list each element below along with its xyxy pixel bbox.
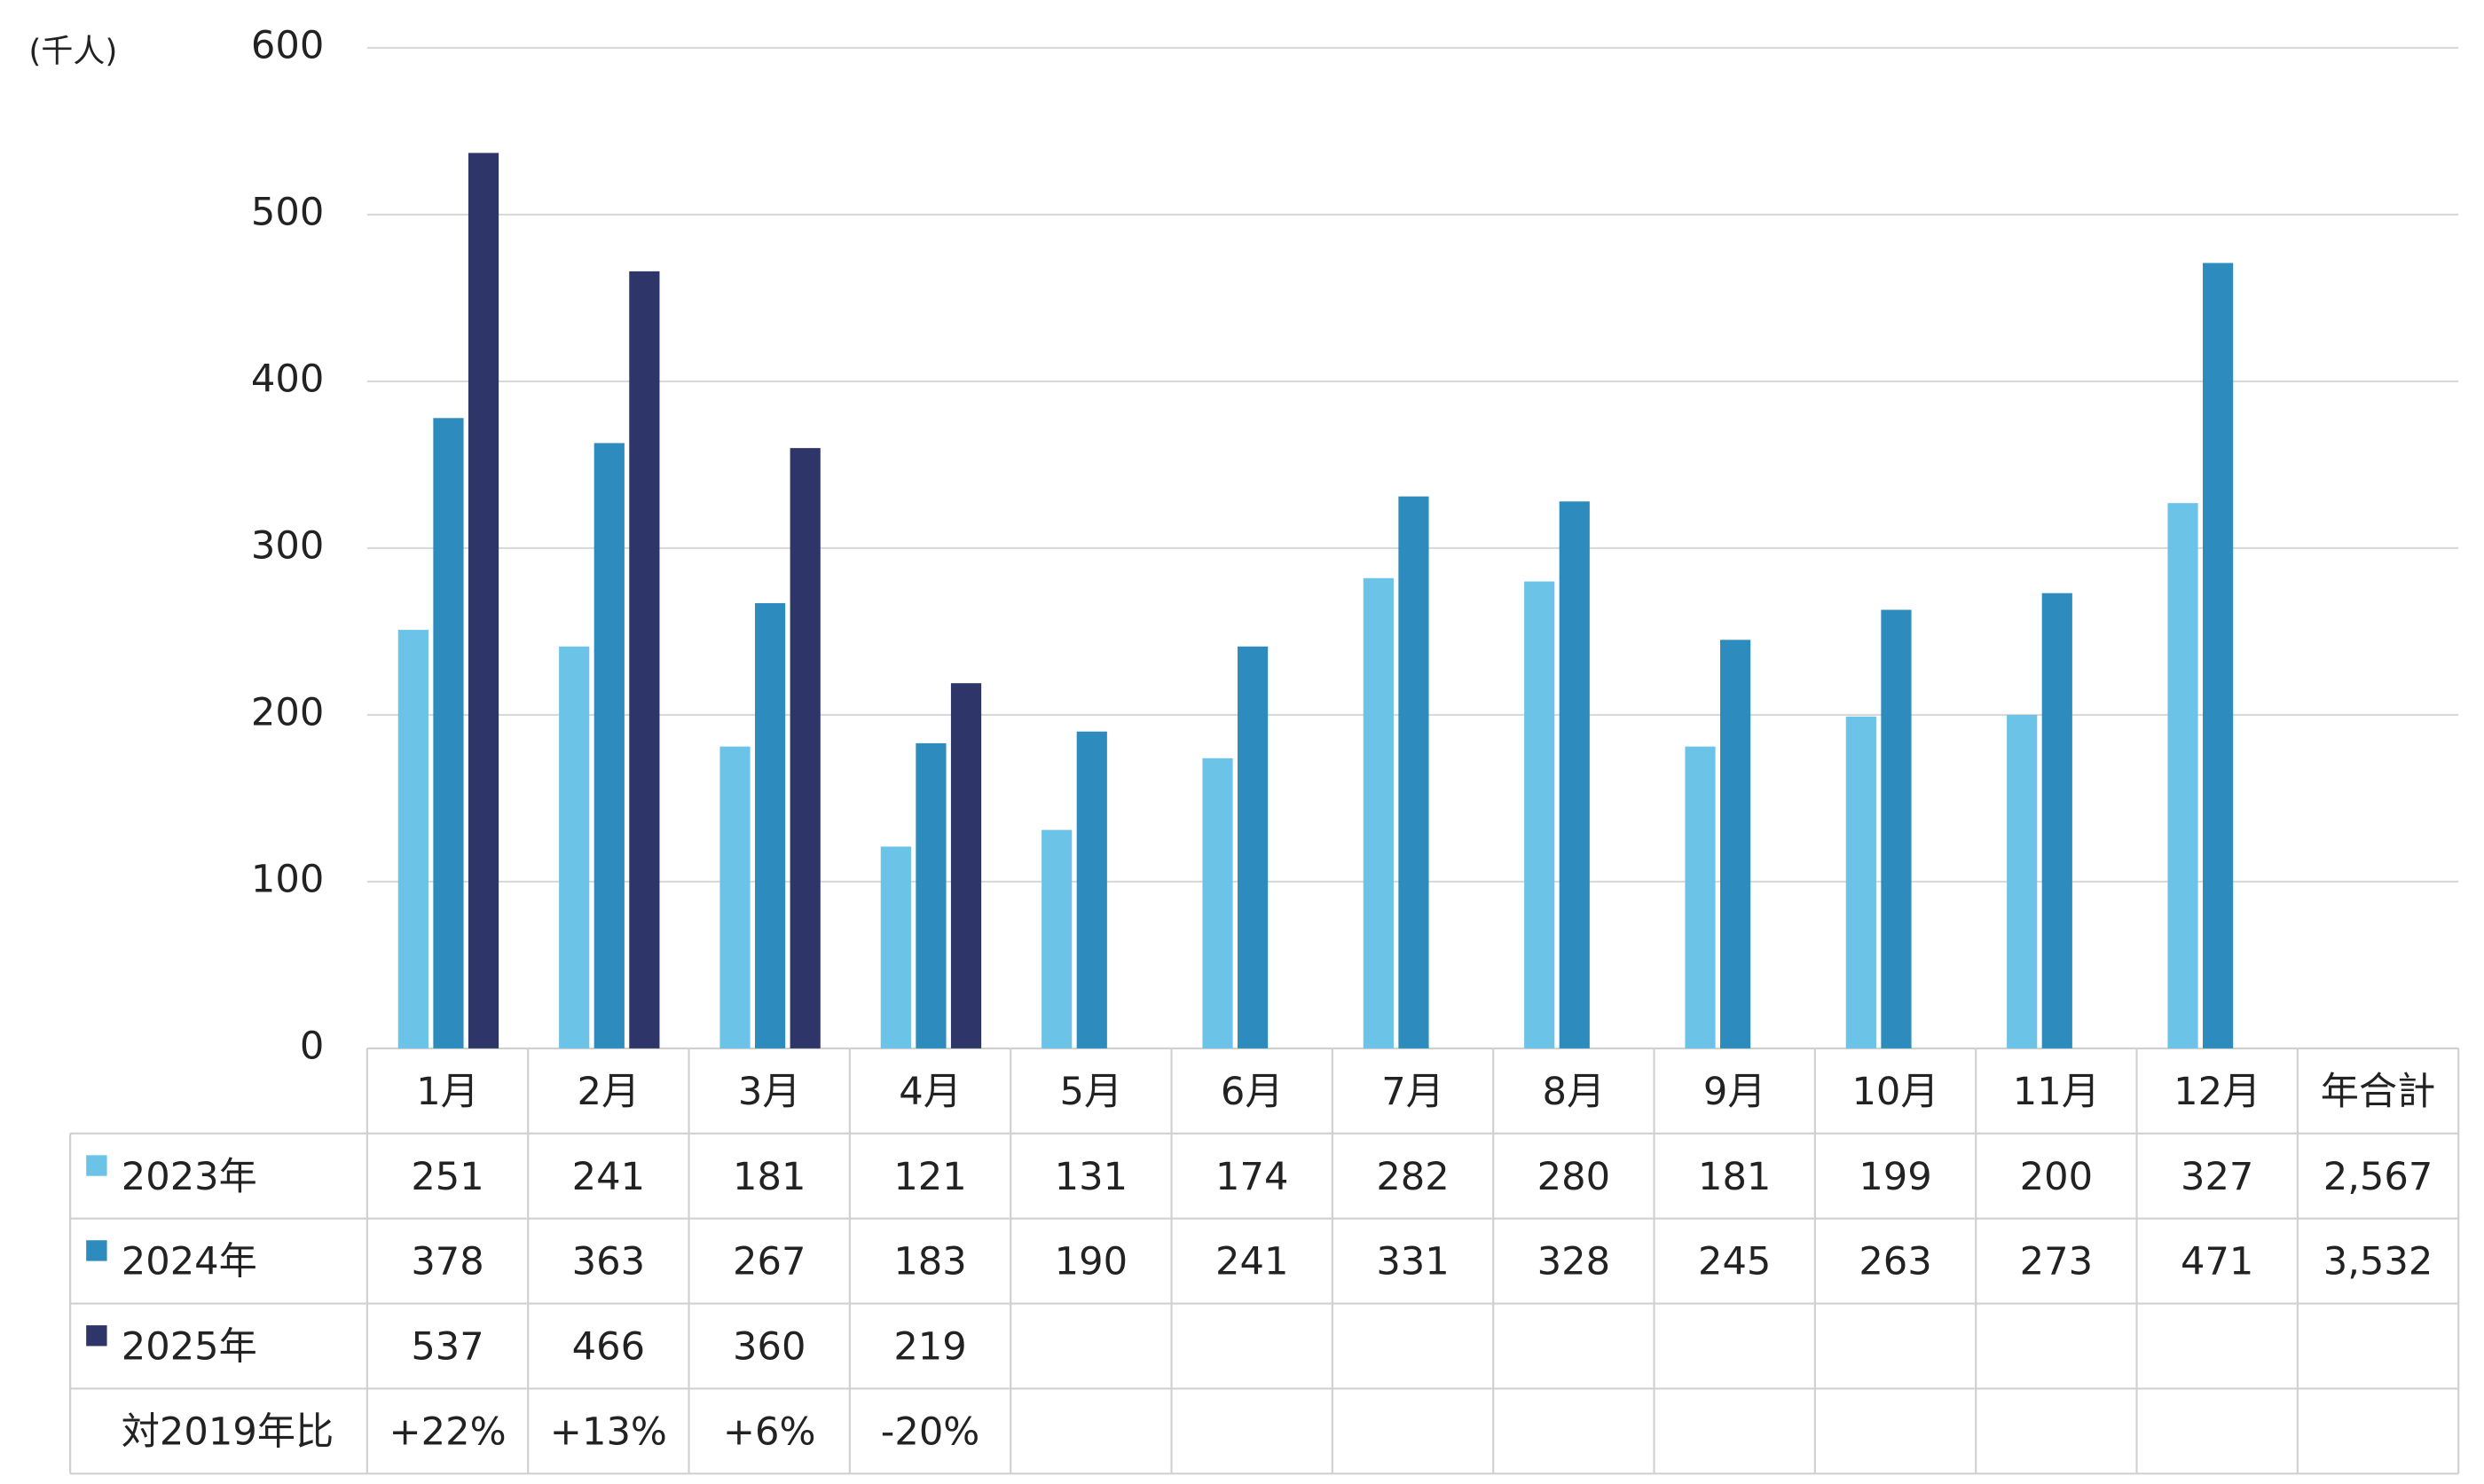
ratio-value: -20%	[881, 1409, 980, 1454]
x-tick-label: 8月	[1543, 1070, 1606, 1114]
table-value: 121	[893, 1155, 966, 1199]
table-value: 174	[1215, 1155, 1288, 1199]
bar	[1202, 758, 1233, 1048]
table-value: 282	[1376, 1155, 1449, 1199]
x-tick-label: 1月	[416, 1070, 479, 1114]
y-tick-label: 300	[251, 523, 324, 568]
legend-swatch	[86, 1240, 107, 1261]
x-tick-label: 2月	[578, 1070, 641, 1114]
x-tick-label: 3月	[738, 1070, 801, 1114]
bar	[433, 418, 464, 1048]
total-header: 年合計	[2321, 1070, 2436, 1114]
table-value: 363	[572, 1240, 645, 1284]
table-value: 378	[411, 1240, 483, 1284]
table-value: 360	[733, 1325, 806, 1370]
table-value: 181	[1698, 1155, 1771, 1199]
table-total: 3,532	[2323, 1240, 2433, 1284]
x-tick-label: 12月	[2174, 1070, 2260, 1114]
table-total: 2,567	[2323, 1155, 2433, 1199]
bar	[880, 846, 911, 1048]
bar	[1076, 731, 1107, 1048]
legend-swatch	[86, 1155, 107, 1176]
bar	[719, 746, 751, 1048]
ratio-value: +22%	[389, 1409, 506, 1454]
y-tick-label: 500	[251, 190, 324, 234]
table-value: 190	[1055, 1240, 1128, 1284]
x-tick-label: 5月	[1060, 1070, 1123, 1114]
table-value: 245	[1698, 1240, 1771, 1284]
table-value: 327	[2181, 1155, 2253, 1199]
bar	[1559, 501, 1590, 1048]
bar	[397, 630, 428, 1048]
ratio-label: 対2019年比	[122, 1409, 334, 1454]
x-tick-label: 9月	[1703, 1070, 1766, 1114]
table-value: 219	[893, 1325, 966, 1370]
bar	[950, 683, 982, 1048]
table-value: 199	[1859, 1155, 1931, 1199]
bar	[1363, 577, 1394, 1048]
table-value: 280	[1537, 1155, 1610, 1199]
table-value: 331	[1376, 1240, 1449, 1284]
bar	[1720, 640, 1751, 1048]
bar	[1398, 496, 1429, 1048]
x-tick-label: 4月	[899, 1070, 962, 1114]
bar	[559, 646, 590, 1048]
bar	[468, 153, 499, 1048]
y-tick-label: 0	[300, 1024, 324, 1068]
bar	[1845, 716, 1876, 1048]
legend-swatch	[86, 1325, 107, 1347]
y-tick-label: 200	[251, 690, 324, 734]
table-value: 131	[1055, 1155, 1128, 1199]
table-value: 471	[2181, 1240, 2253, 1284]
ratio-value: +13%	[550, 1409, 667, 1454]
table-value: 200	[2020, 1155, 2093, 1199]
legend-label: 2024年	[122, 1240, 257, 1284]
y-unit-label: (千人)	[28, 33, 117, 69]
bar	[1042, 829, 1073, 1048]
table-value: 241	[572, 1155, 645, 1199]
bar	[2007, 714, 2038, 1048]
table-value: 328	[1537, 1240, 1610, 1284]
bar	[593, 443, 625, 1048]
bar	[1685, 746, 1716, 1048]
y-tick-label: 600	[251, 23, 324, 67]
table-value: 241	[1215, 1240, 1288, 1284]
table-value: 251	[411, 1155, 483, 1199]
x-tick-label: 6月	[1221, 1070, 1284, 1114]
table-value: 273	[2020, 1240, 2093, 1284]
legend-label: 2023年	[122, 1155, 257, 1199]
bar	[2167, 503, 2198, 1048]
bar	[2203, 263, 2234, 1048]
legend-label: 2025年	[122, 1325, 257, 1370]
bar	[1524, 581, 1555, 1048]
bar	[1881, 609, 1912, 1048]
y-tick-label: 400	[251, 357, 324, 401]
bar	[916, 742, 947, 1048]
table-value: 263	[1859, 1240, 1931, 1284]
table-value: 181	[733, 1155, 806, 1199]
table-value: 537	[411, 1325, 483, 1370]
bar	[629, 271, 660, 1048]
x-tick-label: 10月	[1851, 1070, 1938, 1114]
x-tick-label: 11月	[2013, 1070, 2100, 1114]
table-value: 267	[733, 1240, 806, 1284]
table-value: 183	[893, 1240, 966, 1284]
ratio-value: +6%	[723, 1409, 816, 1454]
y-tick-label: 100	[251, 857, 324, 901]
table-value: 466	[572, 1325, 645, 1370]
bar	[1238, 646, 1269, 1048]
bar	[2041, 593, 2072, 1048]
x-tick-label: 7月	[1381, 1070, 1444, 1114]
bar	[790, 448, 821, 1048]
bar	[755, 602, 786, 1048]
